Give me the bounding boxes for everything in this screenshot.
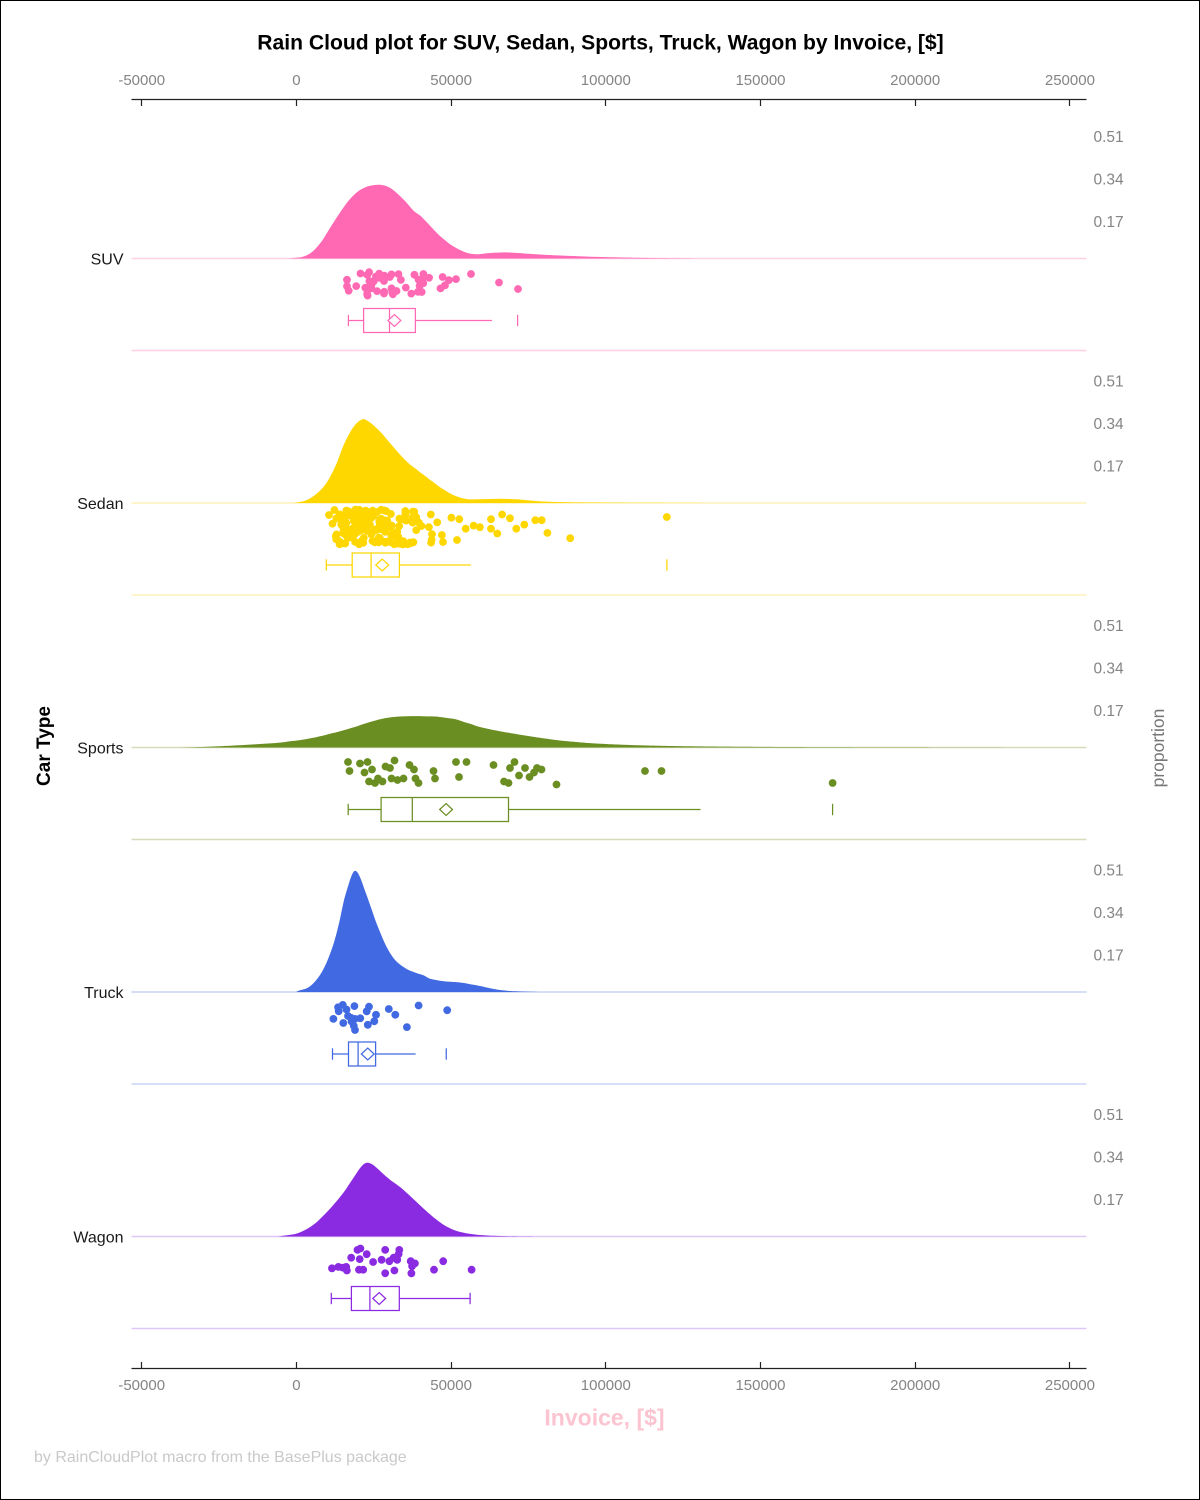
svg-text:0.51: 0.51	[1094, 618, 1124, 635]
svg-text:0: 0	[292, 1377, 300, 1394]
svg-text:0.17: 0.17	[1094, 1192, 1124, 1209]
svg-text:250000: 250000	[1045, 1377, 1095, 1394]
svg-text:0.34: 0.34	[1094, 1150, 1125, 1167]
svg-text:50000: 50000	[430, 1377, 472, 1394]
svg-text:by RainCloudPlot macro from th: by RainCloudPlot macro from the BasePlus…	[34, 1449, 407, 1466]
svg-text:100000: 100000	[581, 72, 631, 89]
svg-text:150000: 150000	[735, 72, 785, 89]
svg-text:0.17: 0.17	[1094, 459, 1124, 476]
svg-text:0.34: 0.34	[1094, 661, 1125, 678]
svg-text:SUV: SUV	[91, 252, 124, 269]
svg-text:Car Type: Car Type	[34, 706, 55, 786]
svg-text:200000: 200000	[890, 72, 940, 89]
svg-text:0.51: 0.51	[1094, 1107, 1124, 1124]
svg-text:0.17: 0.17	[1094, 703, 1124, 720]
svg-text:0.34: 0.34	[1094, 416, 1125, 433]
svg-text:proportion: proportion	[1148, 709, 1168, 788]
svg-text:50000: 50000	[430, 72, 472, 89]
svg-text:Wagon: Wagon	[73, 1230, 123, 1247]
svg-text:0: 0	[292, 72, 300, 89]
svg-text:150000: 150000	[735, 1377, 785, 1394]
svg-text:-50000: -50000	[118, 1377, 165, 1394]
svg-text:0.51: 0.51	[1094, 129, 1124, 146]
svg-text:250000: 250000	[1045, 72, 1095, 89]
svg-text:0.17: 0.17	[1094, 948, 1124, 965]
svg-text:0.34: 0.34	[1094, 172, 1125, 189]
svg-text:100000: 100000	[581, 1377, 631, 1394]
svg-text:0.34: 0.34	[1094, 905, 1125, 922]
svg-text:0.51: 0.51	[1094, 863, 1124, 880]
svg-text:Truck: Truck	[84, 985, 124, 1002]
svg-text:Sedan: Sedan	[77, 496, 123, 513]
svg-text:Rain Cloud plot for SUV, Sedan: Rain Cloud plot for SUV, Sedan, Sports, …	[257, 32, 943, 55]
svg-text:0.51: 0.51	[1094, 374, 1124, 391]
svg-text:Invoice, [$]: Invoice, [$]	[544, 1405, 664, 1431]
svg-text:0.17: 0.17	[1094, 214, 1124, 231]
svg-text:Sports: Sports	[77, 741, 123, 758]
svg-text:200000: 200000	[890, 1377, 940, 1394]
svg-text:-50000: -50000	[118, 72, 165, 89]
